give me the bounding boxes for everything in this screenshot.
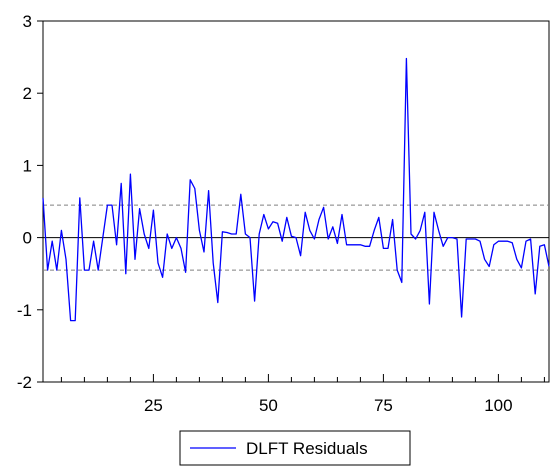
legend-label-residuals: DLFT Residuals	[246, 439, 368, 458]
y-tick-label: 0	[23, 229, 32, 248]
y-tick-label: -1	[17, 301, 32, 320]
y-tick-label: 1	[23, 156, 32, 175]
x-tick-label: 50	[259, 396, 278, 415]
y-tick-label: 2	[23, 84, 32, 103]
x-tick-label: 100	[484, 396, 512, 415]
x-tick-label: 75	[374, 396, 393, 415]
legend: DLFT Residuals	[179, 430, 411, 466]
x-tick-label: 25	[144, 396, 163, 415]
series-line-residuals	[42, 57, 550, 322]
y-tick-label: 3	[23, 12, 32, 31]
plot-frame	[42, 20, 550, 383]
y-tick-label: -2	[17, 373, 32, 392]
plot-area: -2 -1 0 1 2 3 25 50 75 100	[17, 12, 550, 415]
